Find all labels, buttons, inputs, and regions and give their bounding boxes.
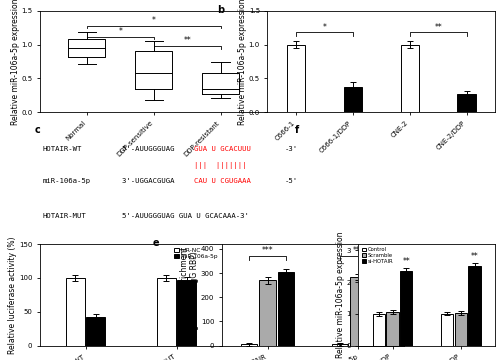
Legend: Control, Scramble, si-HOTAIR: Control, Scramble, si-HOTAIR: [361, 247, 394, 264]
Text: **: **: [402, 257, 410, 266]
Text: e: e: [153, 238, 160, 248]
Bar: [344, 87, 362, 112]
Bar: [468, 266, 480, 346]
Text: HOTAIR-MUT: HOTAIR-MUT: [42, 213, 86, 219]
Text: **: **: [92, 328, 100, 337]
Y-axis label: Relative miR-106a-5p expression: Relative miR-106a-5p expression: [336, 231, 345, 358]
Bar: [400, 45, 419, 112]
Text: 5'-AUUGGGUAG: 5'-AUUGGGUAG: [122, 146, 179, 152]
Y-axis label: Relative miR-106a-5p expression: Relative miR-106a-5p expression: [10, 0, 20, 125]
Text: -3': -3': [284, 146, 298, 152]
Bar: [441, 314, 454, 346]
Legend: Anti-IgG, Anti-Ago2, Input: Anti-IgG, Anti-Ago2, Input: [366, 247, 401, 266]
Bar: [386, 312, 399, 346]
Bar: [278, 272, 294, 346]
Text: f: f: [295, 125, 299, 135]
Text: HOTAIR-WT: HOTAIR-WT: [42, 146, 82, 152]
Text: 5'-AUUGGGUAG GUA U GCACAAA-3': 5'-AUUGGGUAG GUA U GCACAAA-3': [122, 213, 249, 219]
Bar: [368, 282, 385, 346]
Bar: [86, 317, 104, 346]
Bar: [350, 277, 366, 346]
Y-axis label: Relative luciferase activity (%): Relative luciferase activity (%): [8, 236, 18, 354]
Text: **: **: [470, 252, 478, 261]
Text: **: **: [434, 23, 442, 32]
Text: **: **: [184, 36, 191, 45]
Text: *: *: [322, 23, 326, 32]
Bar: [454, 313, 467, 346]
Text: 3'-UGGACGUGA: 3'-UGGACGUGA: [122, 178, 179, 184]
Text: -5': -5': [284, 178, 298, 184]
Bar: [178, 280, 196, 346]
Bar: [287, 45, 305, 112]
Y-axis label: Relative RNA enrichment
(Ago2 RBP vs IgG RBP): Relative RNA enrichment (Ago2 RBP vs IgG…: [180, 247, 200, 343]
Legend: mR-NC, miR-106a-5p: mR-NC, miR-106a-5p: [172, 247, 219, 260]
Text: ***: ***: [262, 246, 274, 255]
Text: c: c: [34, 125, 40, 135]
Text: *: *: [118, 27, 122, 36]
Text: CAU U CGUGAAA: CAU U CGUGAAA: [194, 178, 251, 184]
Text: |||  |||||||: ||| |||||||: [194, 162, 246, 169]
Bar: [66, 278, 84, 346]
Bar: [373, 314, 385, 346]
Text: b: b: [218, 5, 224, 15]
Text: GUA U GCACUUU: GUA U GCACUUU: [194, 146, 251, 152]
Text: miR-106a-5p: miR-106a-5p: [42, 178, 91, 184]
Text: ***: ***: [352, 246, 364, 255]
Bar: [241, 345, 258, 346]
Bar: [260, 280, 276, 346]
Text: *: *: [152, 16, 156, 25]
Y-axis label: Relative miR-106a-5p expression: Relative miR-106a-5p expression: [238, 0, 247, 125]
Bar: [458, 94, 475, 112]
Bar: [158, 278, 176, 346]
Bar: [400, 271, 412, 346]
Bar: [332, 345, 348, 346]
